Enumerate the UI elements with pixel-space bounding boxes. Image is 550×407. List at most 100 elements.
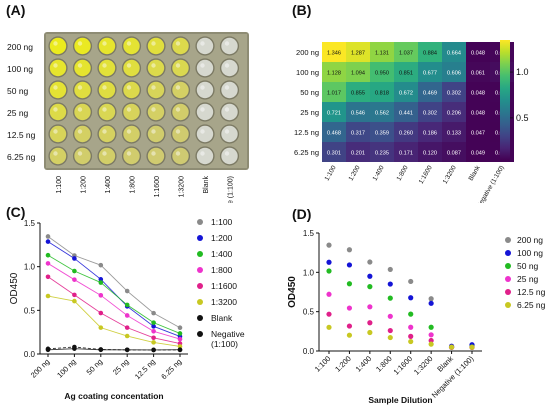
legend-label: 50 ng — [517, 261, 539, 271]
heatmap-cell — [370, 122, 394, 142]
heatmap-cell — [370, 82, 394, 102]
plate-well — [147, 59, 165, 77]
legend-label: (1:100) — [211, 339, 238, 349]
plate-col-label: Negative (1:100) — [228, 176, 235, 203]
plate-well — [74, 81, 91, 99]
line-chart-panel: 0.0 0.5 1.0 1.5 200 ng 100 ng 50 ng 25 ng 12.5 n… — [9, 217, 245, 401]
heatmap-cell-label: 0.235 — [375, 151, 389, 157]
heatmap-cell — [466, 122, 490, 142]
heatmap-cell — [394, 102, 418, 122]
data-point-1-400 — [98, 280, 104, 285]
data-point-12-5-ng — [367, 320, 373, 326]
plate-well-highlight — [53, 63, 58, 68]
heatmap-cell-label: 0.851 — [399, 71, 413, 77]
data-point-1-1600 — [72, 292, 77, 298]
heatmap-col-label: Blank — [468, 164, 483, 182]
x-tick-label: 50 ng — [85, 357, 105, 377]
plate-well — [123, 37, 140, 55]
plate-well — [196, 125, 214, 143]
data-point-negative-1-100 — [72, 344, 77, 350]
legend-marker-1-800 — [197, 267, 203, 273]
series-line-1-800 — [47, 263, 181, 340]
heatmap-row-label: 50 ng — [300, 88, 319, 97]
heatmap-cell — [322, 62, 346, 82]
data-point-6-25-ng — [469, 344, 475, 350]
data-point-12-5-ng — [428, 337, 434, 344]
legend-label: 1:3200 — [211, 297, 237, 307]
heatmap-cell-label: 0.171 — [399, 151, 413, 157]
data-point-1-800 — [124, 313, 130, 318]
y-axis-title: OD450 — [287, 276, 298, 308]
plate-well-highlight — [200, 85, 205, 90]
plate-well — [49, 103, 67, 121]
heatmap-cell-label: 0.562 — [375, 111, 389, 117]
plate-well-highlight — [224, 151, 230, 156]
plate-well-highlight — [77, 151, 83, 156]
plate-well-highlight — [224, 129, 230, 134]
data-point-200-ng — [346, 247, 353, 253]
legend-label: 1:1600 — [211, 281, 237, 291]
plate-well-highlight — [53, 107, 58, 112]
plate-well — [172, 103, 189, 121]
heatmap-cell-label: 0.260 — [399, 131, 413, 137]
data-point-1-800 — [98, 293, 104, 298]
plate-well-highlight — [224, 63, 230, 68]
plate-well — [74, 103, 91, 121]
heatmap-cell-label: 1.017 — [327, 91, 341, 97]
panel-label-c: (C) — [6, 204, 26, 220]
plate-well-highlight — [102, 85, 107, 90]
plate-well — [172, 37, 189, 55]
heatmap-cell — [322, 102, 346, 122]
plate-well-highlight — [151, 63, 156, 68]
plate-well-highlight — [53, 129, 58, 134]
plate-well-highlight — [126, 151, 132, 156]
legend-marker-25-ng — [505, 276, 511, 282]
heatmap-cell — [442, 102, 466, 122]
legend-label: 6.25 ng — [517, 300, 546, 310]
y-tick-label: 1.5 — [24, 219, 36, 228]
plate-well-highlight — [77, 85, 83, 90]
heatmap-cell-label: 0.133 — [447, 131, 461, 137]
plate-well-highlight — [102, 63, 107, 68]
heatmap-cell — [418, 82, 442, 102]
legend-marker-negative-1-100 — [197, 331, 203, 337]
heatmap-cell-label: 1.037 — [399, 51, 413, 57]
heatmap-cell-label: 0.302 — [423, 111, 437, 117]
x-tick-label: 25 ng — [111, 357, 131, 377]
data-point-1-3200 — [177, 344, 183, 349]
heatmap-cell — [442, 62, 466, 82]
heatmap-cell — [346, 102, 370, 122]
plate-well — [98, 147, 116, 165]
heatmap-cell-label: 0.546 — [351, 111, 365, 117]
heatmap-cell — [322, 142, 346, 162]
plate-well-highlight — [200, 151, 205, 156]
heatmap-cell-label: 0.468 — [327, 131, 341, 137]
plate-well — [172, 81, 189, 99]
legend-label: 1:100 — [211, 217, 233, 227]
legend-marker-1-3200 — [197, 299, 203, 305]
y-axis-title: OD450 — [9, 272, 20, 304]
heatmap-row-label: 6.25 ng — [294, 148, 319, 157]
data-point-25-ng — [387, 313, 393, 319]
heatmap-cell-label: 0.049 — [471, 151, 485, 157]
data-point-6-25-ng — [428, 341, 434, 347]
data-point-25-ng — [408, 324, 414, 330]
plate-well — [74, 59, 91, 77]
y-tick-label: 0.0 — [24, 350, 36, 359]
data-point-6-25-ng — [387, 334, 393, 341]
plate-well — [196, 81, 214, 99]
data-point-25-ng — [346, 305, 353, 311]
y-tick-label: 1.0 — [303, 268, 315, 277]
plate-well — [49, 59, 67, 77]
heatmap-cell-label: 0.047 — [471, 131, 485, 137]
plate-well — [147, 147, 165, 165]
x-tick-label: 12.5 ng — [133, 357, 157, 381]
plate-col-label: Blank — [203, 176, 210, 194]
data-point-100-ng — [367, 273, 373, 279]
heatmap-cell-label: 1.131 — [375, 51, 389, 57]
heatmap-cell-label: 1.346 — [327, 51, 341, 57]
heatmap-cell-label: 0.120 — [423, 151, 437, 157]
plate-well — [196, 147, 214, 165]
heatmap-cell — [346, 62, 370, 82]
x-axis-title: Sample Dilution — [368, 395, 432, 405]
